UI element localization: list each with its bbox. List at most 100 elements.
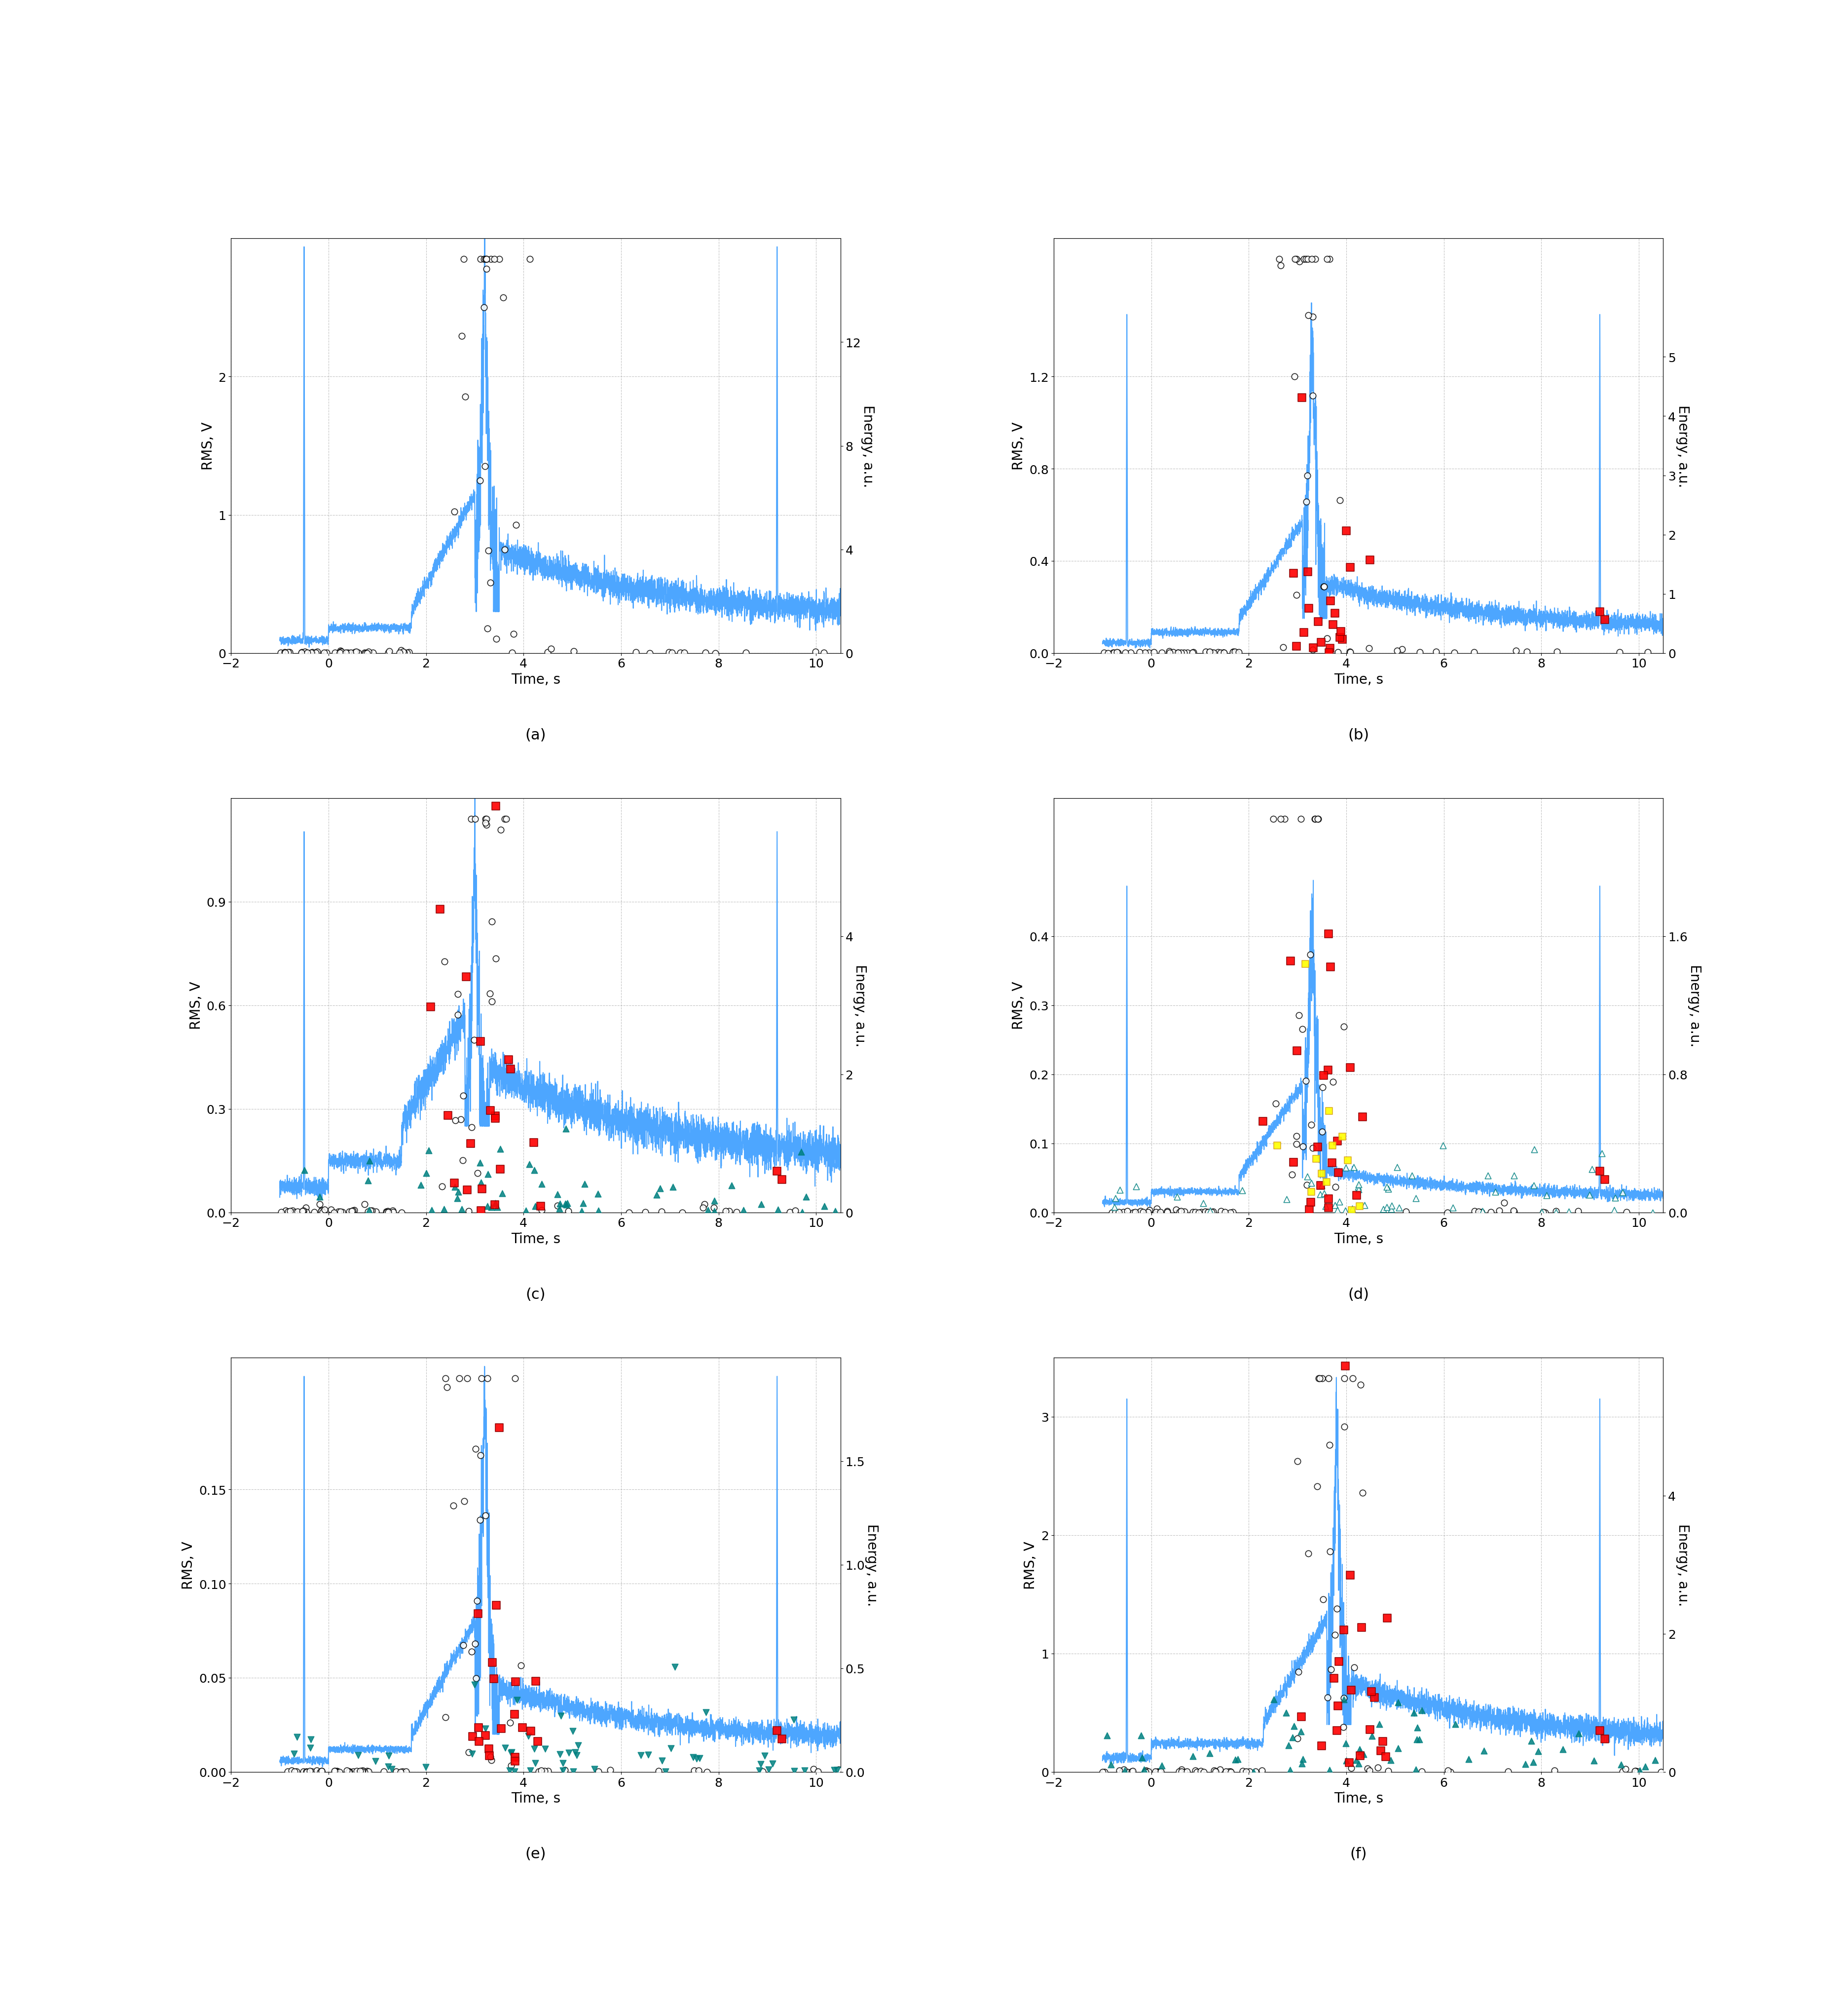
Point [1299, 802, 1329, 834]
Y-axis label: RMS, V: RMS, V [201, 422, 214, 470]
Point [266, 1197, 296, 1228]
Point [1377, 1191, 1406, 1222]
Point [547, 1748, 577, 1780]
Point [1647, 1756, 1676, 1788]
Point [1185, 1197, 1214, 1228]
Point [1292, 486, 1321, 518]
Point [458, 1720, 488, 1752]
Point [1194, 1197, 1223, 1228]
Point [1621, 1756, 1650, 1788]
Point [1090, 1756, 1120, 1788]
Point [506, 1651, 536, 1682]
Point [1347, 1101, 1377, 1133]
Point [471, 243, 501, 275]
Point [519, 1127, 549, 1159]
Point [503, 1684, 532, 1716]
Point [1404, 1724, 1434, 1756]
Point [699, 1193, 728, 1224]
Point [1258, 802, 1288, 834]
Point [1493, 1756, 1523, 1788]
Point [466, 1503, 495, 1535]
Point [761, 1155, 791, 1187]
Point [1484, 1195, 1514, 1226]
Point [1105, 1754, 1135, 1786]
Point [1166, 1756, 1196, 1788]
Point [360, 1746, 390, 1778]
Point [1164, 1197, 1194, 1228]
Point [564, 1730, 593, 1762]
Point [296, 1724, 325, 1756]
Point [669, 637, 699, 669]
Point [286, 637, 316, 669]
Point [1368, 1726, 1397, 1758]
Point [471, 450, 501, 482]
Point [353, 637, 383, 669]
Point [471, 1712, 501, 1744]
Point [1297, 1109, 1327, 1141]
Point [1308, 1583, 1338, 1615]
Point [325, 635, 355, 667]
Point [1307, 1159, 1336, 1191]
Point [1135, 1756, 1164, 1788]
Point [1290, 243, 1319, 275]
Point [388, 637, 418, 669]
Point [1323, 1125, 1353, 1157]
Point [1331, 516, 1360, 548]
Point [1340, 1653, 1369, 1684]
X-axis label: Time, s: Time, s [1334, 673, 1382, 687]
Point [462, 1585, 492, 1617]
Point [362, 1197, 392, 1228]
Point [693, 1195, 723, 1226]
Point [658, 1171, 687, 1203]
Point [1366, 1734, 1395, 1766]
Point [1135, 1197, 1164, 1228]
Point [1125, 1197, 1155, 1228]
Point [560, 1736, 590, 1768]
Point [1355, 1714, 1384, 1746]
Point [1489, 1187, 1519, 1218]
Point [519, 1732, 549, 1764]
Point [499, 1698, 529, 1730]
Point [1641, 1744, 1671, 1776]
Point [1294, 243, 1323, 275]
Point [377, 1752, 407, 1784]
Point [1162, 1197, 1192, 1228]
Point [1316, 585, 1345, 617]
Point [449, 243, 479, 275]
Point [1576, 1153, 1606, 1185]
Point [1314, 1754, 1343, 1786]
Point [1336, 637, 1366, 669]
Point [1266, 802, 1295, 834]
Point [453, 1736, 482, 1768]
Point [456, 1111, 486, 1143]
Point [1404, 637, 1434, 669]
Point [1338, 1151, 1368, 1183]
Point [1321, 1593, 1351, 1625]
Point [480, 1099, 510, 1131]
Point [732, 637, 761, 669]
Point [747, 1748, 776, 1780]
Point [1323, 1157, 1353, 1189]
Point [558, 635, 588, 667]
Point [761, 1714, 791, 1746]
Point [1519, 1171, 1549, 1203]
Point [1179, 1740, 1209, 1772]
Point [747, 1189, 776, 1220]
Point [1277, 1722, 1307, 1754]
Point [456, 1127, 486, 1159]
Point [281, 1756, 310, 1788]
Point [1118, 1197, 1148, 1228]
Point [471, 808, 501, 840]
Point [1331, 1744, 1360, 1776]
Point [1469, 1734, 1499, 1766]
Point [299, 1197, 329, 1228]
Point [1283, 243, 1312, 275]
Point [819, 1754, 848, 1786]
Point [1279, 360, 1308, 392]
Point [427, 1171, 456, 1203]
Point [1210, 1756, 1240, 1788]
Point [1088, 637, 1118, 669]
Point [301, 637, 331, 669]
Point [1177, 637, 1207, 669]
Point [394, 637, 423, 669]
